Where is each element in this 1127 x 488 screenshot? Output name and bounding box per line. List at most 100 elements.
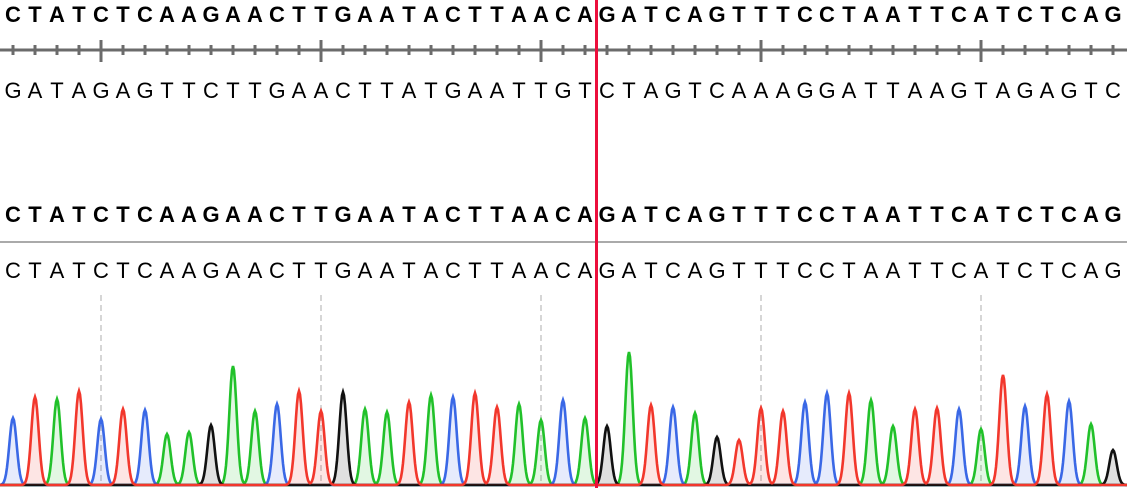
base-letter[interactable]: A [533,258,549,283]
base-letter[interactable]: A [159,258,175,283]
base-letter[interactable]: T [842,202,856,227]
base-letter[interactable]: A [643,78,659,103]
base-letter[interactable]: C [5,2,21,27]
base-letter[interactable]: A [907,78,923,103]
base-letter[interactable]: C [951,258,967,283]
base-letter[interactable]: C [951,2,967,27]
base-letter[interactable]: A [885,258,901,283]
base-letter[interactable]: A [181,2,197,27]
base-letter[interactable]: T [28,2,42,27]
base-letter[interactable]: C [555,2,571,27]
base-letter[interactable]: A [577,258,593,283]
base-letter[interactable]: T [908,202,922,227]
base-letter[interactable]: A [511,258,527,283]
base-letter[interactable]: A [687,202,703,227]
base-letter[interactable]: T [512,78,526,103]
base-letter[interactable]: T [754,258,768,283]
base-letter[interactable]: G [598,202,616,227]
base-letter[interactable]: C [797,202,813,227]
base-letter[interactable]: T [842,258,856,283]
base-letter[interactable]: A [225,2,241,27]
chromatogram-trace[interactable] [0,290,1127,488]
base-letter[interactable]: G [202,258,220,283]
base-letter[interactable]: A [841,78,857,103]
base-letter[interactable]: C [1105,78,1121,103]
base-letter[interactable]: G [1104,2,1122,27]
base-letter[interactable]: A [687,2,703,27]
base-letter[interactable]: A [159,2,175,27]
base-letter[interactable]: G [202,202,220,227]
base-letter[interactable]: G [1104,202,1122,227]
base-letter[interactable]: C [335,78,351,103]
base-letter[interactable]: C [709,78,725,103]
base-letter[interactable]: G [1060,78,1078,103]
base-letter[interactable]: C [555,202,571,227]
base-letter[interactable]: T [644,2,658,27]
base-letter[interactable]: G [708,258,726,283]
base-letter[interactable]: A [467,78,483,103]
base-letter[interactable]: T [402,202,416,227]
base-letter[interactable]: T [116,2,130,27]
base-letter[interactable]: T [776,258,790,283]
base-letter[interactable]: T [886,78,900,103]
base-letter[interactable]: A [181,202,197,227]
base-letter[interactable]: T [908,2,922,27]
base-letter[interactable]: T [908,258,922,283]
base-letter[interactable]: T [930,202,944,227]
base-letter[interactable]: T [688,78,702,103]
base-letter[interactable]: A [49,258,65,283]
base-letter[interactable]: C [555,258,571,283]
base-letter[interactable]: C [445,258,461,283]
base-letter[interactable]: G [1104,258,1122,283]
base-letter[interactable]: T [380,78,394,103]
base-letter[interactable]: T [314,202,328,227]
base-letter[interactable]: T [226,78,240,103]
base-letter[interactable]: A [423,258,439,283]
base-letter[interactable]: G [708,202,726,227]
base-letter[interactable]: T [1040,202,1054,227]
base-letter[interactable]: T [996,202,1010,227]
base-letter[interactable]: T [732,2,746,27]
base-letter[interactable]: G [268,78,286,103]
base-letter[interactable]: G [796,78,814,103]
base-letter[interactable]: C [819,2,835,27]
base-letter[interactable]: A [181,258,197,283]
base-letter[interactable]: T [468,258,482,283]
base-letter[interactable]: G [818,78,836,103]
base-letter[interactable]: T [776,202,790,227]
base-letter[interactable]: A [973,2,989,27]
base-letter[interactable]: T [182,78,196,103]
base-letter[interactable]: G [334,202,352,227]
base-letter[interactable]: C [1061,202,1077,227]
base-letter[interactable]: G [664,78,682,103]
base-letter[interactable]: T [358,78,372,103]
base-letter[interactable]: C [137,2,153,27]
base-letter[interactable]: T [468,2,482,27]
base-letter[interactable]: A [885,202,901,227]
base-letter[interactable]: A [973,258,989,283]
base-letter[interactable]: A [687,258,703,283]
base-letter[interactable]: C [665,2,681,27]
base-letter[interactable]: A [159,202,175,227]
base-letter[interactable]: T [864,78,878,103]
base-letter[interactable]: A [27,78,43,103]
base-letter[interactable]: A [247,258,263,283]
base-letter[interactable]: T [644,258,658,283]
base-letter[interactable]: C [137,202,153,227]
base-letter[interactable]: T [1040,258,1054,283]
base-letter[interactable]: A [379,202,395,227]
base-letter[interactable]: T [292,258,306,283]
base-letter[interactable]: C [93,2,109,27]
base-letter[interactable]: G [598,258,616,283]
base-letter[interactable]: A [995,78,1011,103]
base-letter[interactable]: G [202,2,220,27]
base-letter[interactable]: G [334,258,352,283]
base-letter[interactable]: G [92,78,110,103]
base-letter[interactable]: G [950,78,968,103]
base-letter[interactable]: A [885,2,901,27]
base-letter[interactable]: T [930,2,944,27]
base-letter[interactable]: A [621,2,637,27]
base-letter[interactable]: T [402,258,416,283]
base-letter[interactable]: G [1016,78,1034,103]
base-letter[interactable]: A [357,258,373,283]
